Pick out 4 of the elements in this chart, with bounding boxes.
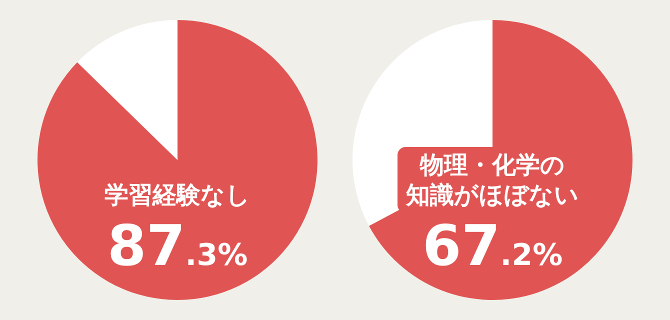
slice-label: 学習経験なし bbox=[104, 181, 250, 209]
data-label: 67.2% bbox=[422, 214, 563, 279]
slice-label: 物理・化学の知識がほぼない bbox=[405, 151, 579, 209]
data-label: 87.3% bbox=[107, 214, 248, 279]
